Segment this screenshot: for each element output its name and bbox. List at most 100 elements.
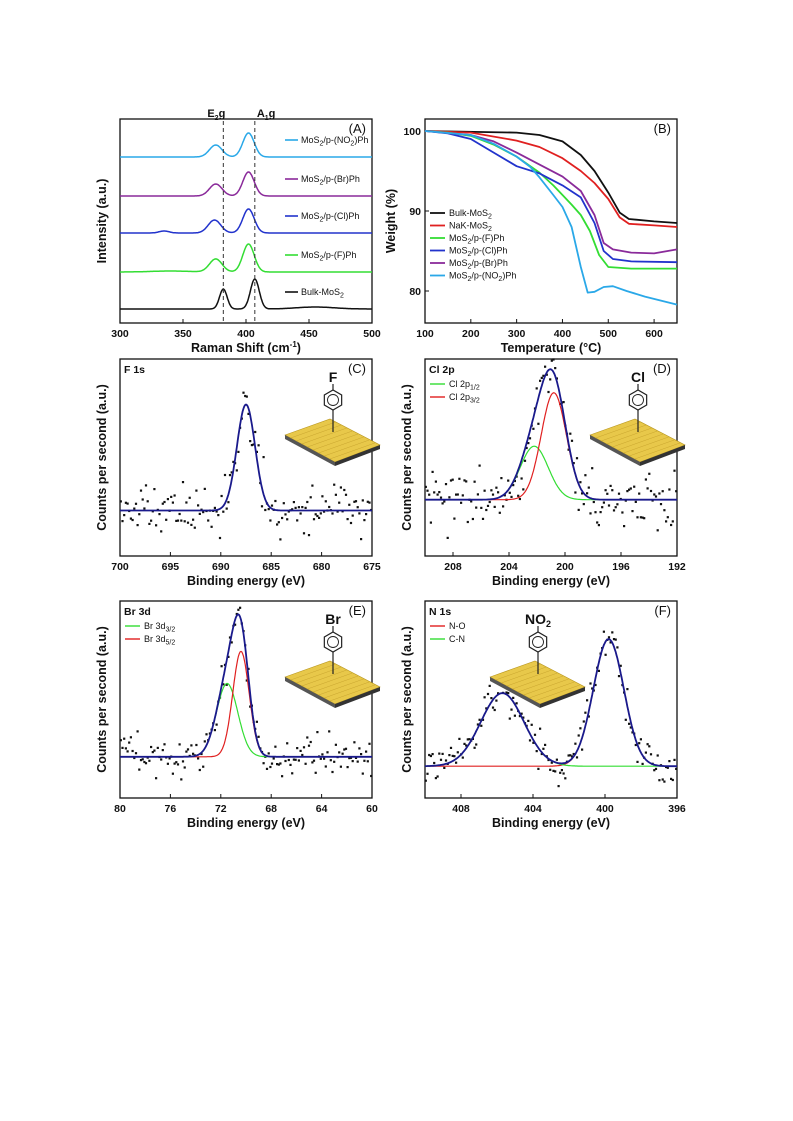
panel-E-data-point	[192, 752, 195, 755]
panel-D-xlabel: Binding energy (eV)	[492, 574, 610, 588]
panel-D-data-point	[528, 437, 532, 440]
panel-E-data-point	[353, 741, 356, 744]
panel-C-data-point	[124, 501, 127, 504]
panel-F-data-point	[675, 767, 678, 770]
panel-E-fit-2-line	[120, 613, 372, 758]
panel-A-series-0-line	[120, 278, 372, 310]
panel-C-data-point	[358, 512, 361, 515]
panel-F-data-point	[562, 772, 565, 775]
panel-F-data-point	[544, 743, 547, 746]
panel-E-xtick-label: 60	[366, 803, 378, 815]
panel-D-data-point	[623, 525, 626, 528]
panel-F-data-point	[495, 699, 498, 702]
panel-A-series-3-line	[120, 171, 372, 197]
panel-C-data-point	[171, 501, 174, 504]
panel-F-slab-line	[529, 681, 575, 699]
panel-F-legend-0-label: N-O	[449, 621, 466, 631]
panel-E-data-point	[176, 763, 180, 766]
panel-F-data-point	[631, 731, 634, 734]
panel-E-slab-line	[329, 684, 375, 702]
panel-C-slab-line	[307, 430, 353, 448]
panel-D-data-point	[577, 508, 580, 511]
panel-F-data-point	[478, 718, 481, 721]
panel-E-slab-line	[307, 672, 353, 690]
panel-D-data-point	[539, 379, 542, 382]
panel-C-data-point	[136, 524, 139, 527]
panel-F-data-point	[486, 692, 490, 696]
panel-F-data-point	[572, 752, 575, 756]
panel-E-data-point	[344, 747, 348, 750]
panel-A-xtick-label: 500	[363, 328, 381, 340]
panel-E-legend-1-label: Br 3d5/2	[144, 634, 175, 647]
panel-E-data-point	[339, 765, 342, 768]
panel-D-data-point	[535, 387, 538, 390]
panel-C-benzene-aromatic	[327, 394, 339, 406]
panel-E-corner-label: Br 3d	[124, 606, 151, 618]
panel-F-data-point	[671, 778, 674, 782]
panel-F-data-point	[555, 758, 558, 761]
panel-E-data-point	[346, 766, 349, 769]
panel-E-data-point	[328, 730, 331, 733]
panel-F-data-point	[628, 722, 631, 725]
panel-F-data-point	[428, 753, 431, 757]
panel-D-data-point	[599, 511, 602, 514]
panel-A-series-4-line	[120, 132, 372, 158]
panel-A: 300 350 400 450 500 Raman Shift (cm-1) Intensi…	[95, 108, 381, 355]
panel-B-xtick-label: 100	[416, 328, 434, 340]
panel-E-substituent-label: Br	[325, 611, 341, 627]
panel-E-data-point	[326, 751, 329, 754]
panel-D-data-point	[617, 492, 621, 495]
panel-C-data-point	[193, 526, 196, 529]
panel-F-data-point	[597, 669, 600, 672]
panel-D-data-point	[636, 516, 639, 519]
panel-C-slab-line	[301, 427, 347, 445]
panel-E-data-point	[257, 735, 260, 738]
panel-F-data-point	[575, 756, 579, 759]
panel-D-data-point	[497, 491, 500, 494]
panel-C-data-point	[245, 395, 248, 398]
panel-D-xtick-label: 192	[668, 561, 686, 573]
panel-D-data-point	[666, 516, 669, 519]
panel-B-ytick-label: 80	[409, 286, 421, 298]
panel-D-data-point	[673, 469, 676, 472]
panel-F-data-point	[527, 719, 530, 722]
panel-D-data-point	[439, 496, 443, 499]
panel-C-data-point	[146, 500, 149, 503]
panel-C-data-point	[284, 513, 287, 516]
panel-D-data-point	[579, 481, 582, 484]
panel-D-data-point	[513, 479, 516, 483]
panel-F-data-point	[439, 758, 443, 761]
panel-D-data-point	[455, 493, 458, 496]
panel-C-data-point	[185, 501, 188, 504]
panel-F-data-point	[530, 723, 533, 726]
panel-E-data-point	[267, 752, 270, 755]
panel-D-data-point	[458, 477, 461, 480]
panel-D-fit-2-line	[425, 368, 677, 501]
panel-C-data-point	[195, 489, 198, 492]
panel-C-data-point	[121, 520, 124, 523]
panel-D-data-point	[570, 439, 574, 442]
panel-E-data-point	[302, 746, 306, 749]
panel-D-data-point	[639, 516, 642, 519]
panel-C-data-point	[321, 495, 324, 498]
panel-C-data-point	[276, 523, 279, 526]
panel-F-data-point	[564, 777, 567, 780]
panel-A-legend-3-label: MoS2/p-(Br)Ph	[301, 174, 360, 187]
panel-F-data-point	[547, 758, 550, 762]
panel-C-data-point	[349, 521, 353, 525]
panel-D-data-point	[557, 350, 560, 353]
panel-E-data-point	[338, 751, 341, 754]
panel-C-data-point	[279, 538, 282, 541]
panel-D-data-point	[480, 506, 483, 509]
panel-E-data-point	[358, 747, 361, 750]
panel-D-data-point	[628, 488, 631, 491]
panel-C-data-point	[281, 516, 284, 520]
panel-D-data-point	[478, 464, 481, 467]
panel-F-data-point	[629, 726, 632, 729]
panel-F-data-point	[609, 641, 612, 644]
panel-D-data-point	[641, 516, 644, 519]
panel-E-xtick-label: 80	[114, 803, 126, 815]
panel-C-data-point	[235, 469, 238, 472]
panel-D-data-point	[575, 457, 579, 460]
panel-C-data-point	[316, 514, 319, 518]
